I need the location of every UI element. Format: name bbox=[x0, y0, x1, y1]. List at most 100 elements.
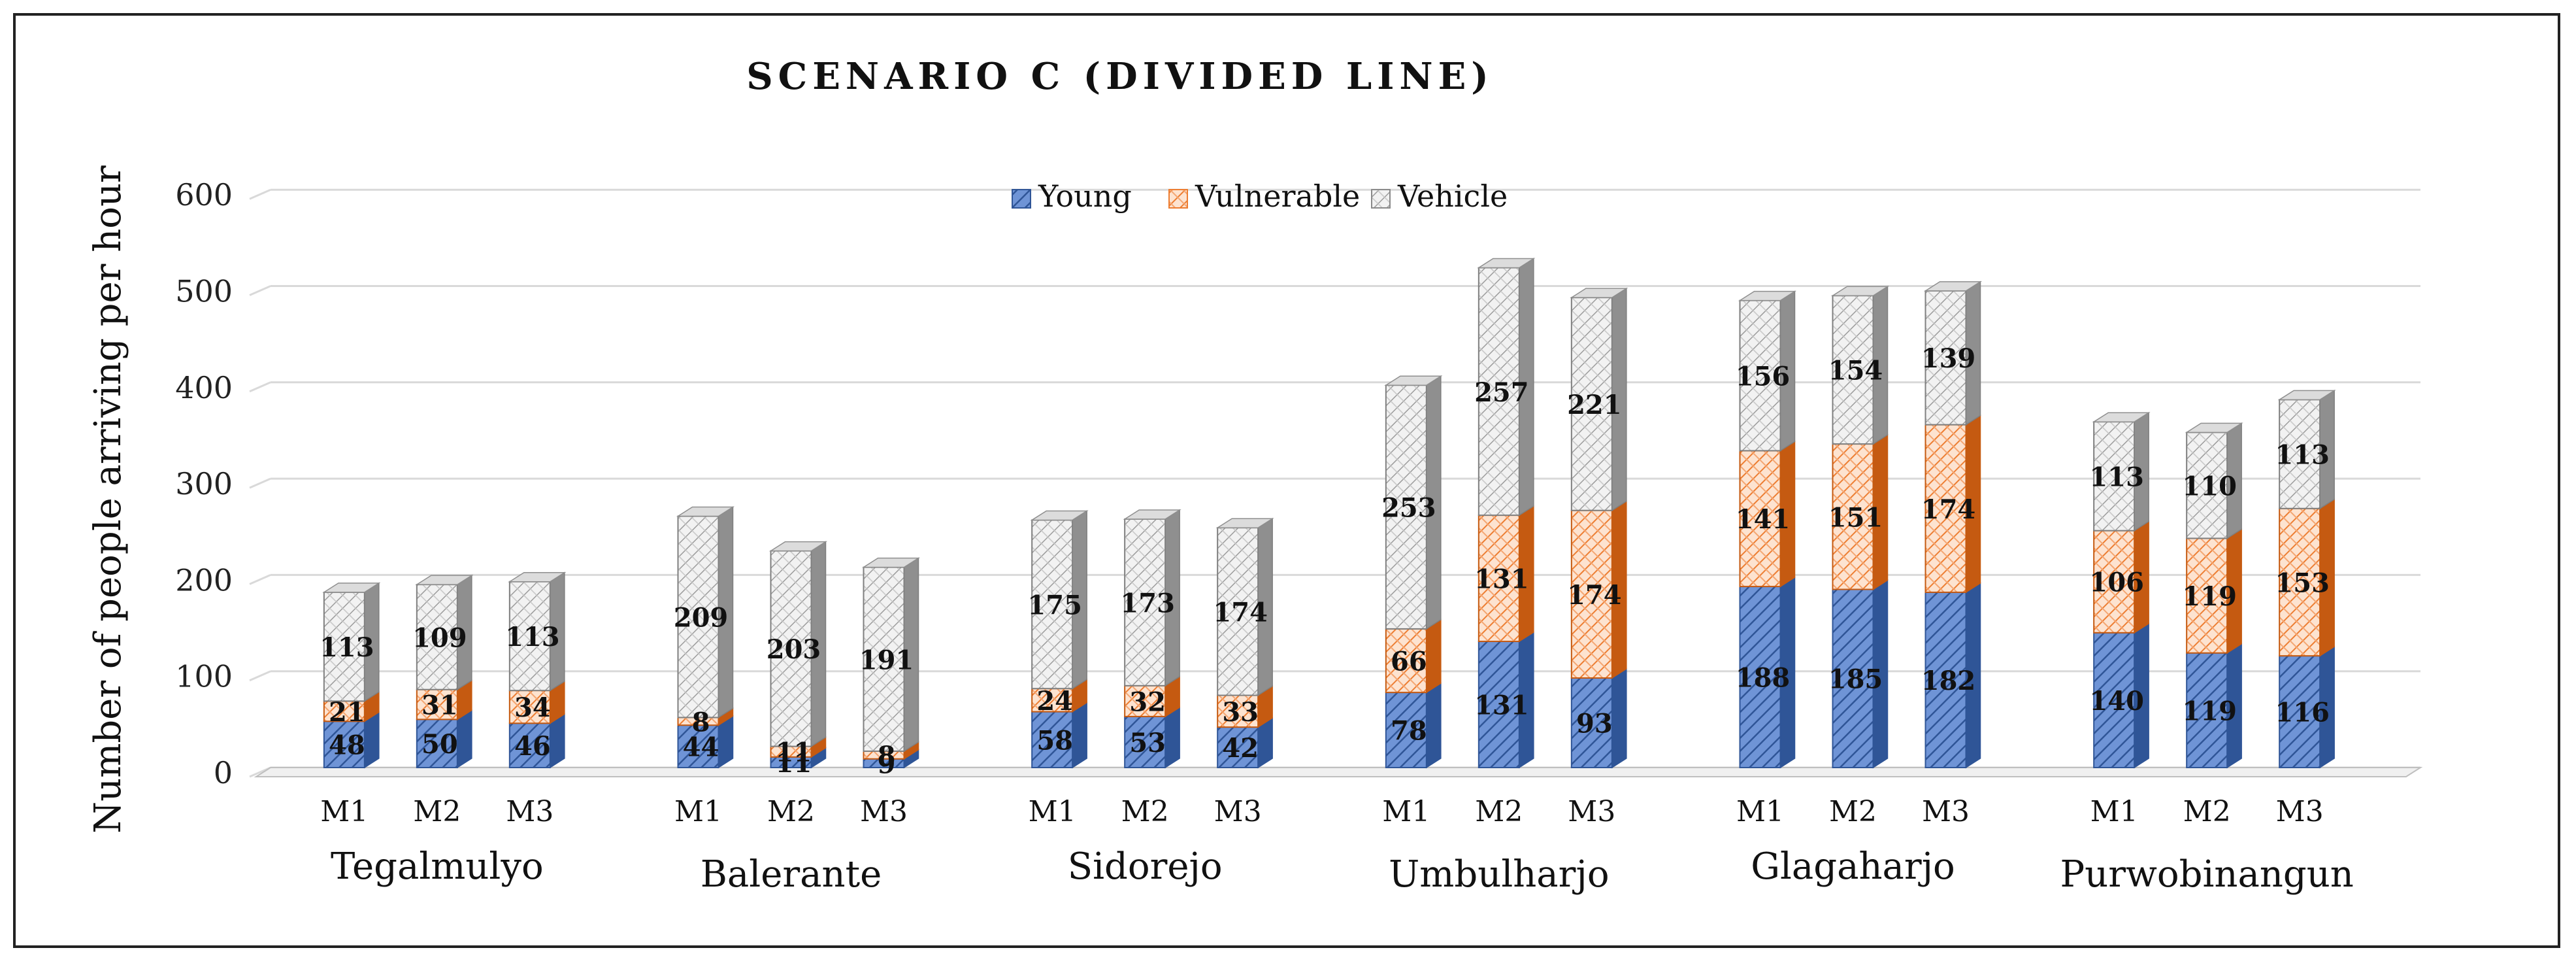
bar-vehicle-glagaharjo-m3 bbox=[1924, 290, 1967, 426]
bar-top-face bbox=[1570, 288, 1628, 298]
bar-vulnerable-glagaharjo-m2 bbox=[1832, 443, 1874, 590]
x-tick-label-method: M3 bbox=[1922, 795, 1970, 828]
data-label-vulnerable: 174 bbox=[1567, 580, 1622, 611]
legend-swatch-young bbox=[1012, 189, 1031, 209]
gridline-depth bbox=[249, 670, 271, 682]
data-label-vehicle: 110 bbox=[2182, 471, 2237, 501]
data-label-vulnerable: 119 bbox=[2182, 581, 2237, 612]
bar-top-face bbox=[2185, 422, 2243, 433]
data-label-vulnerable: 131 bbox=[1474, 564, 1529, 595]
x-tick-label-method: M2 bbox=[1121, 795, 1169, 828]
bar-vehicle-purwobinangun-m1 bbox=[2093, 421, 2136, 532]
chart-frame: SCENARIO C (DIVIDED LINE) Number of peop… bbox=[13, 13, 2560, 948]
data-label-young: 185 bbox=[1828, 664, 1883, 695]
y-tick-label: 500 bbox=[175, 274, 233, 309]
data-label-vulnerable: 21 bbox=[329, 697, 365, 728]
gridline-depth bbox=[249, 285, 271, 296]
bar-top-face bbox=[1384, 375, 1443, 386]
bar-vehicle-umbulharjo-m1 bbox=[1385, 384, 1427, 630]
gridline-depth bbox=[249, 477, 271, 489]
bar-vulnerable-sidorejo-m3 bbox=[1217, 694, 1259, 728]
y-axis-label: Number of people arriving per hour bbox=[87, 165, 129, 834]
x-tick-label-method: M2 bbox=[2183, 795, 2231, 828]
x-tick-label-method: M1 bbox=[1029, 795, 1076, 828]
data-label-vulnerable: 32 bbox=[1129, 686, 1166, 717]
bar-young-purwobinangun-m1 bbox=[2093, 632, 2136, 769]
x-group-label: Umbulharjo bbox=[1389, 853, 1609, 896]
y-tick-label: 600 bbox=[175, 177, 233, 212]
data-label-young: 188 bbox=[1736, 663, 1791, 694]
data-label-vulnerable: 8 bbox=[692, 707, 710, 737]
data-label-vehicle: 173 bbox=[1120, 588, 1175, 618]
data-label-vulnerable: 141 bbox=[1736, 504, 1791, 535]
bar-young-sidorejo-m1 bbox=[1031, 711, 1074, 769]
bar-top-face bbox=[1923, 281, 1983, 292]
y-tick-label: 200 bbox=[175, 562, 233, 598]
x-tick-label-method: M3 bbox=[506, 795, 553, 828]
data-label-vehicle: 209 bbox=[674, 602, 729, 633]
data-label-vehicle: 113 bbox=[2089, 462, 2144, 492]
data-label-young: 131 bbox=[1474, 690, 1529, 721]
bar-top-face bbox=[322, 583, 381, 593]
bar-vehicle-glagaharjo-m1 bbox=[1739, 299, 1781, 452]
data-label-vulnerable: 106 bbox=[2089, 567, 2144, 598]
data-label-young: 9 bbox=[878, 749, 896, 779]
bar-vehicle-balerante-m3 bbox=[863, 566, 905, 752]
bar-side-young bbox=[1426, 682, 1442, 769]
chart-title: SCENARIO C (DIVIDED LINE) bbox=[746, 55, 1494, 98]
chart-floor bbox=[254, 767, 2423, 777]
bar-vulnerable-sidorejo-m2 bbox=[1124, 685, 1166, 717]
y-tick-label: 300 bbox=[175, 466, 233, 501]
bar-side-young bbox=[1072, 702, 1087, 769]
bar-top-face bbox=[508, 571, 567, 583]
data-label-vehicle: 257 bbox=[1474, 377, 1529, 408]
bar-top-face bbox=[1738, 290, 1797, 301]
bar-vehicle-tegalmulyo-m1 bbox=[323, 591, 365, 702]
legend-label-vulnerable: Vulnerable bbox=[1195, 178, 1360, 214]
bar-vulnerable-umbulharjo-m2 bbox=[1478, 515, 1520, 643]
x-tick-label-method: M2 bbox=[1829, 795, 1877, 828]
bars bbox=[322, 258, 2336, 769]
bar-young-umbulharjo-m3 bbox=[1570, 677, 1613, 768]
bar-side-young bbox=[1164, 706, 1180, 769]
x-tick-label-method: M2 bbox=[1475, 795, 1523, 828]
bar-top-face bbox=[768, 541, 828, 552]
data-label-young: 116 bbox=[2275, 698, 2330, 728]
data-labels: 4821113503110946341134482091111203981915… bbox=[320, 343, 2330, 779]
data-label-vehicle: 139 bbox=[1921, 343, 1976, 374]
data-label-young: 48 bbox=[329, 730, 365, 761]
data-label-young: 78 bbox=[1391, 716, 1427, 747]
stacked-bar-chart: SCENARIO C (DIVIDED LINE) Number of peop… bbox=[87, 55, 2423, 896]
data-label-young: 182 bbox=[1921, 666, 1976, 696]
data-label-vehicle: 113 bbox=[2275, 440, 2330, 471]
legend-swatch-vehicle bbox=[1371, 189, 1391, 209]
x-group-label: Tegalmulyo bbox=[331, 845, 544, 888]
bar-vulnerable-purwobinangun-m2 bbox=[2186, 537, 2228, 654]
data-label-vehicle: 154 bbox=[1828, 356, 1883, 386]
data-label-vulnerable: 31 bbox=[421, 690, 458, 721]
data-label-vulnerable: 66 bbox=[1391, 646, 1427, 677]
data-label-vulnerable: 24 bbox=[1036, 686, 1073, 717]
data-label-vulnerable: 33 bbox=[1222, 697, 1259, 728]
x-tick-label-method: M1 bbox=[1382, 795, 1430, 828]
data-label-vehicle: 253 bbox=[1381, 493, 1436, 524]
data-label-vulnerable: 153 bbox=[2275, 567, 2330, 598]
bar-vehicle-balerante-m2 bbox=[770, 550, 812, 747]
y-tick-label: 400 bbox=[175, 370, 233, 405]
data-label-vehicle: 113 bbox=[505, 622, 560, 652]
bar-young-glagaharjo-m2 bbox=[1832, 588, 1874, 768]
bar-side-young bbox=[457, 709, 472, 769]
y-axis-ticks: 0 100 200 300 400 500 600 bbox=[175, 177, 233, 790]
data-label-vehicle: 156 bbox=[1736, 361, 1791, 392]
data-label-young: 119 bbox=[2182, 696, 2237, 726]
legend: Young Vulnerable Vehicle bbox=[1012, 178, 1508, 214]
bar-top-face bbox=[676, 506, 735, 517]
bar-side-vulnerable bbox=[1426, 618, 1442, 694]
data-label-vulnerable: 8 bbox=[878, 741, 896, 771]
x-tick-label-method: M1 bbox=[1736, 795, 1784, 828]
x-tick-label-method: M1 bbox=[2090, 795, 2138, 828]
data-label-young: 93 bbox=[1576, 709, 1613, 739]
data-label-vulnerable: 11 bbox=[776, 737, 812, 768]
data-label-vehicle: 113 bbox=[320, 632, 374, 663]
x-group-label: Sidorejo bbox=[1068, 845, 1223, 888]
